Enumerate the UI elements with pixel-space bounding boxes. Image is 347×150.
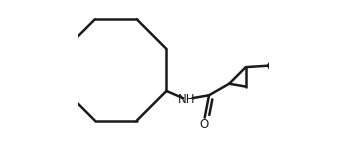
Text: O: O (199, 118, 209, 131)
Text: NH: NH (178, 93, 195, 106)
